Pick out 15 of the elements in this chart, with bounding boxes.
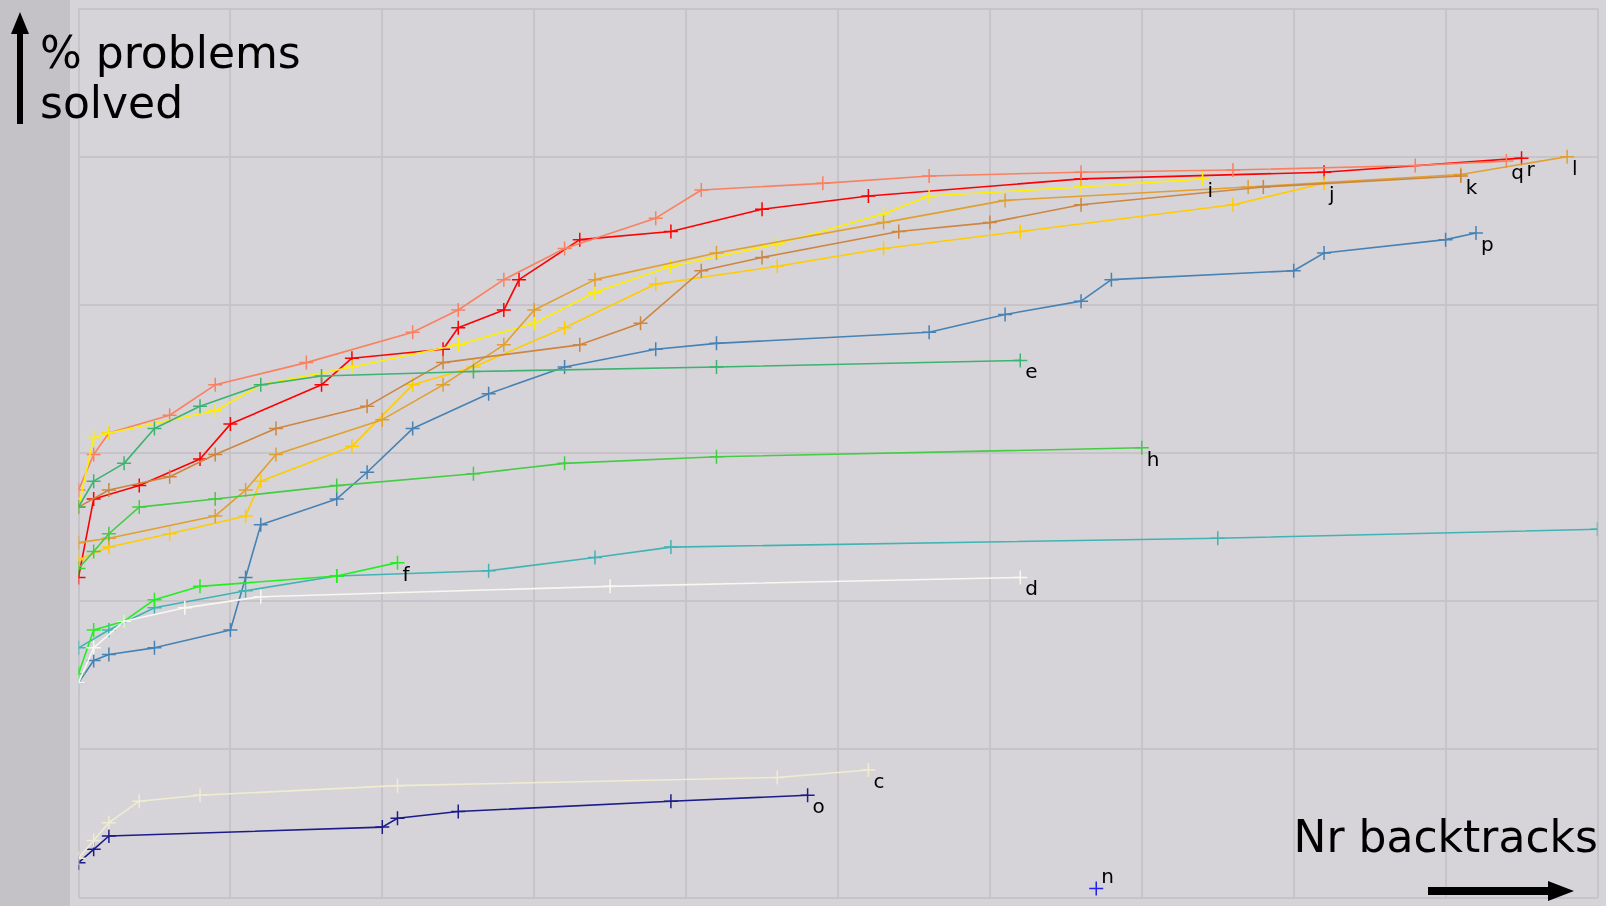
series-label: j [1328,182,1335,207]
series-label: o [812,794,825,819]
series-label: e [1025,359,1038,384]
series-label: r [1526,157,1536,182]
series-label: n [1101,863,1114,888]
series-label: l [1572,155,1578,180]
series-label: i [1207,177,1214,202]
series-label: k [1465,174,1478,199]
y-axis-title: % problems solved [40,27,302,128]
series-label: d [1025,576,1038,601]
x-axis-title: Nr backtracks [1293,811,1598,862]
series-label: p [1480,231,1494,256]
series-label: c [873,769,885,794]
series-label: h [1146,446,1160,471]
series-label: q [1511,160,1525,185]
